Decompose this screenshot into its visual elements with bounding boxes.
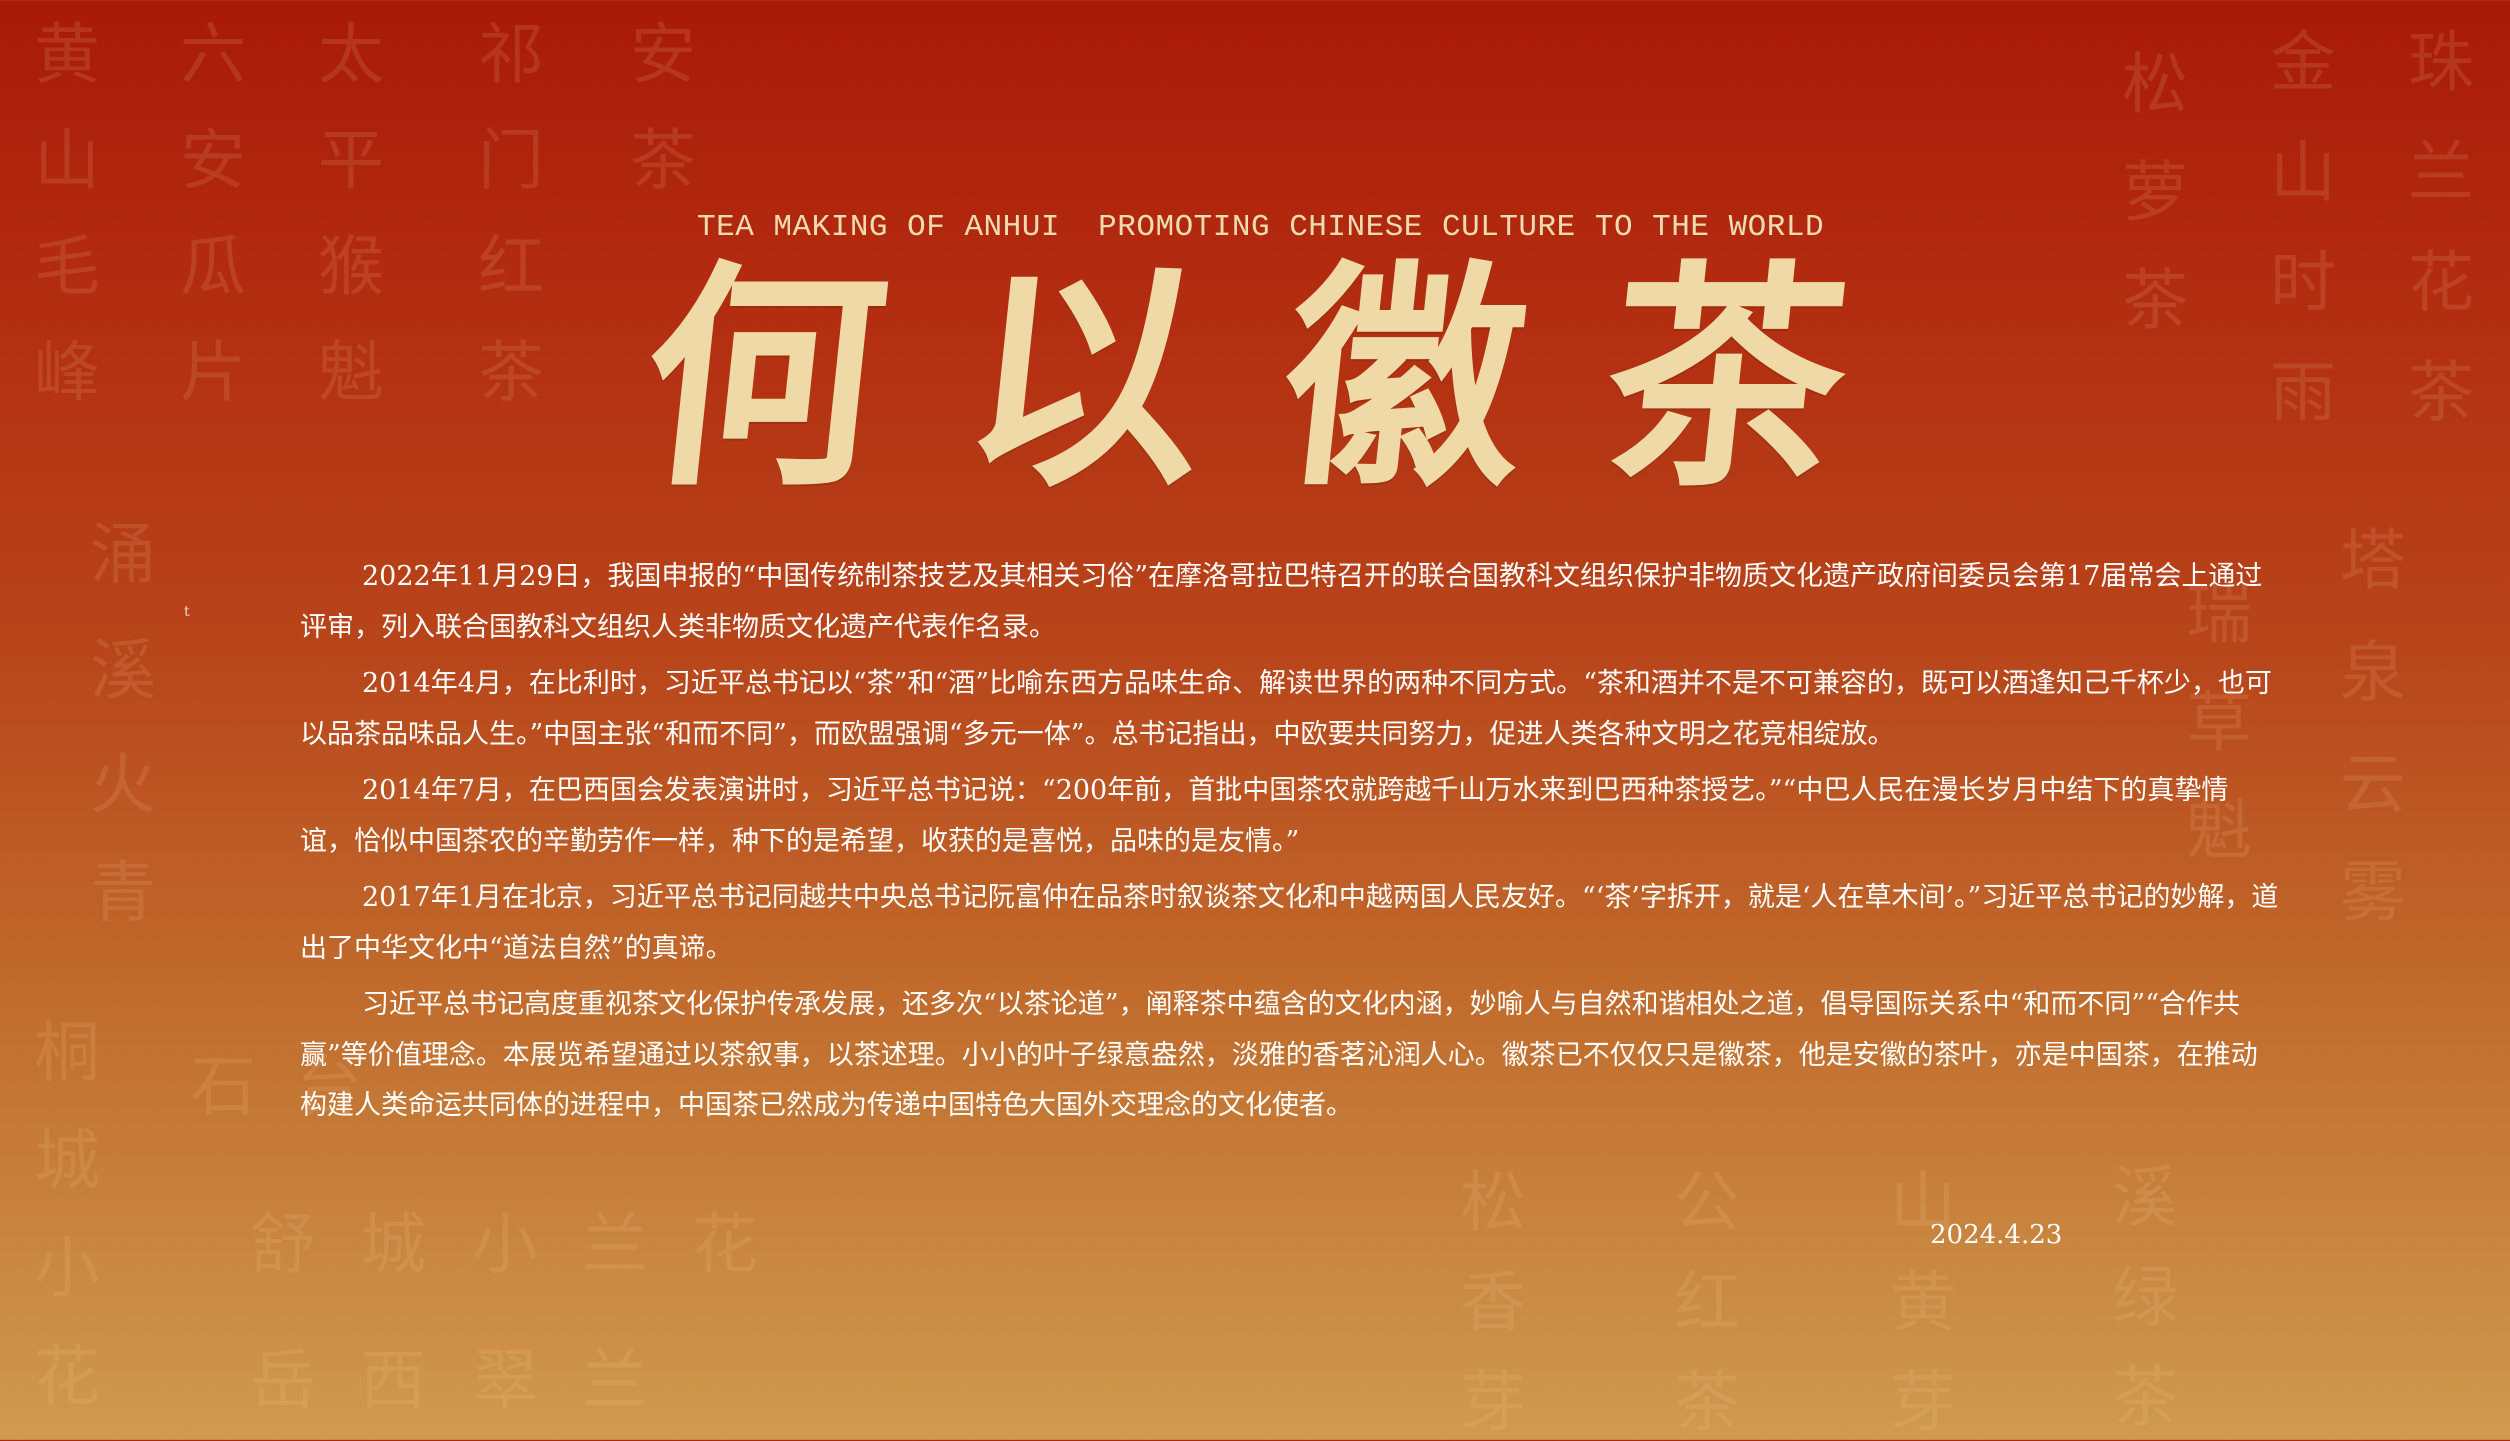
bg-char: 雨 (2270, 354, 2336, 431)
bg-char: 云 (2340, 746, 2406, 823)
bg-char: 兰 (2408, 134, 2474, 211)
bg-char: 桐 (34, 1014, 100, 1091)
bg-char: 瓜 (180, 228, 246, 305)
bg-char: 溪 (2112, 1159, 2178, 1236)
bg-char: 香 (1460, 1264, 1526, 1341)
bg-char: 茶 (1674, 1364, 1740, 1441)
paragraph: 2014年7月，在巴西国会发表演讲时，习近平总书记说：“200年前，首批中国茶农… (300, 775, 2229, 857)
title-char: 以 (951, 240, 1219, 519)
bg-char: 小 (34, 1230, 100, 1307)
body-text: 2022年11月29日，我国申报的“中国传统制茶技艺及其相关习俗”在摩洛哥拉巴特… (300, 552, 2280, 1138)
bg-char: 峰 (34, 334, 100, 411)
bg-char: 小 (472, 1206, 538, 1283)
bg-char: 黄 (1890, 1264, 1956, 1341)
bg-char: 涌 (90, 516, 156, 593)
bg-char: 红 (1674, 1264, 1740, 1341)
bg-char: 城 (34, 1122, 100, 1199)
bg-char: 花 (34, 1338, 100, 1415)
bg-char: 茶 (2408, 354, 2474, 431)
bg-char: 泉 (2340, 634, 2406, 711)
bg-char: 草 (2186, 684, 2252, 761)
bg-char: 山 (34, 122, 100, 199)
bg-char: 舒 (250, 1206, 316, 1283)
bg-char: 雾 (2340, 854, 2406, 931)
title-char: 徽 (1271, 240, 1540, 519)
english-subtitle: TEA MAKING OF ANHUI PROMOTING CHINESE CU… (697, 210, 1825, 245)
bg-char: 茶 (630, 122, 696, 199)
bg-char: 安 (630, 16, 696, 93)
title-char: 何 (630, 240, 898, 519)
bg-char: 平 (318, 122, 384, 199)
page-title: 何 以 徽 茶 (630, 240, 1859, 519)
bg-char: 门 (478, 122, 544, 199)
bg-char: 花 (692, 1206, 758, 1283)
paragraph: 2014年4月，在比利时，习近平总书记以“茶”和“酒”比喻东西方品味生命、解读世… (300, 668, 2272, 750)
date-stamp: 2024.4.23 (1930, 1220, 2063, 1250)
title-char: 茶 (1592, 240, 1860, 519)
bg-char: 安 (180, 122, 246, 199)
bg-char: 花 (2408, 244, 2474, 321)
bg-char: 太 (318, 16, 384, 93)
bg-char: 兰 (582, 1342, 648, 1419)
bg-char: 溪 (90, 632, 156, 709)
bg-char: 魁 (318, 334, 384, 411)
paragraph: 习近平总书记高度重视茶文化保护传承发展，还多次“以茶论道”，阐释茶中蕴含的文化内… (300, 989, 2258, 1121)
bg-char: 青 (90, 854, 156, 931)
stray-mark: t (184, 604, 190, 620)
bg-char: 松 (2122, 46, 2188, 123)
bg-char: 公 (1674, 1164, 1740, 1241)
bg-char: 山 (1890, 1164, 1956, 1241)
paragraph: 2017年1月在北京，习近平总书记同越共中央总书记阮富仲在品茶时叙谈茶文化和中越… (300, 882, 2279, 964)
bg-char: 祁 (478, 16, 544, 93)
bg-char: 城 (360, 1206, 426, 1283)
bg-char: 台 (296, 1048, 362, 1125)
bg-char: 金 (2270, 24, 2336, 101)
bg-char: 芽 (1460, 1364, 1526, 1441)
bg-char: 茶 (478, 334, 544, 411)
bg-char: 珠 (2408, 24, 2474, 101)
bg-char: 黄 (34, 16, 100, 93)
bg-char: 翠 (472, 1342, 538, 1419)
bg-char: 石 (190, 1048, 256, 1125)
bg-char: 萝 (2122, 154, 2188, 231)
bg-char: 芽 (1890, 1364, 1956, 1441)
bg-char: 西 (360, 1342, 426, 1419)
bg-char: 猴 (318, 228, 384, 305)
bg-char: 岳 (250, 1342, 316, 1419)
bg-char: 时 (2270, 244, 2336, 321)
bg-char: 绿 (2112, 1259, 2178, 1336)
bg-char: 山 (2270, 134, 2336, 211)
bg-char: 片 (180, 334, 246, 411)
bg-char: 火 (90, 746, 156, 823)
bg-char: 六 (180, 16, 246, 93)
bg-char: 魁 (2186, 792, 2252, 869)
bg-char: 毛 (34, 228, 100, 305)
bg-char: 红 (478, 228, 544, 305)
bg-char: 茶 (2122, 262, 2188, 339)
bg-char: 松 (1460, 1164, 1526, 1241)
bg-char: 茶 (2112, 1359, 2178, 1436)
paragraph: 2022年11月29日，我国申报的“中国传统制茶技艺及其相关习俗”在摩洛哥拉巴特… (300, 561, 2263, 643)
bg-char: 瑞 (2186, 576, 2252, 653)
bg-char: 塔 (2340, 522, 2406, 599)
bg-char: 兰 (582, 1206, 648, 1283)
